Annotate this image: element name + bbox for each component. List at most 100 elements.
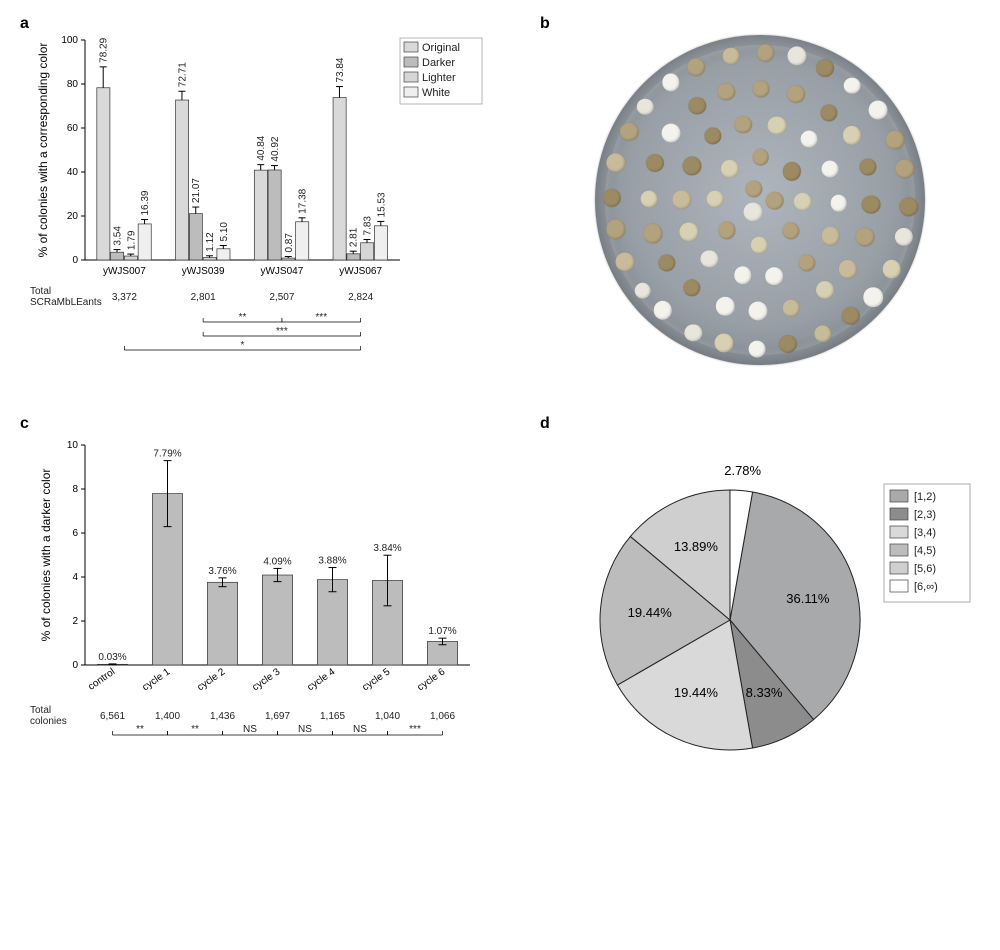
- category-label: cycle 4: [305, 666, 337, 693]
- colony: [886, 130, 905, 149]
- bar: [296, 222, 309, 260]
- colony: [640, 191, 657, 208]
- bar: [333, 98, 346, 260]
- totals-value: 2,801: [191, 292, 216, 303]
- pie-label: 13.89%: [674, 539, 719, 554]
- colony: [793, 192, 812, 211]
- legend-item: [1,2): [914, 491, 936, 503]
- colony: [882, 260, 901, 279]
- totals-label: Total: [30, 286, 51, 297]
- pie-label: 19.44%: [628, 605, 673, 620]
- svg-text:2: 2: [72, 616, 78, 627]
- bar: [203, 258, 216, 260]
- bar-value: 72.71: [177, 62, 188, 87]
- svg-text:0: 0: [72, 255, 78, 266]
- colony: [783, 300, 800, 317]
- svg-text:80: 80: [67, 79, 79, 90]
- significance-marker: **: [191, 724, 199, 735]
- bar-value: 3.54: [112, 226, 123, 246]
- colony: [643, 224, 662, 243]
- colony: [844, 77, 861, 94]
- legend-item: [6,∞): [914, 581, 938, 593]
- category-label: cycle 3: [250, 666, 282, 693]
- svg-text:60: 60: [67, 123, 79, 134]
- svg-text:40: 40: [67, 167, 79, 178]
- legend-item: White: [422, 87, 450, 99]
- petri-dish: [595, 35, 925, 365]
- svg-text:20: 20: [67, 211, 79, 222]
- panel-label-c: c: [20, 415, 29, 433]
- colony: [662, 123, 681, 142]
- totals-value: 1,165: [320, 711, 345, 722]
- totals-value: 1,436: [210, 711, 235, 722]
- bar-value: 3.84%: [373, 543, 401, 554]
- colony: [830, 195, 847, 212]
- colony: [821, 226, 840, 245]
- legend-item: Darker: [422, 57, 455, 69]
- colony: [743, 202, 762, 221]
- colony: [752, 149, 769, 166]
- bar: [347, 254, 360, 260]
- svg-text:10: 10: [67, 440, 79, 451]
- colony: [634, 282, 651, 299]
- pie-label: 36.11%: [786, 591, 830, 606]
- svg-text:4: 4: [72, 572, 78, 583]
- pie-label: 2.78%: [724, 463, 761, 478]
- colony: [753, 81, 770, 98]
- bar: [282, 258, 295, 260]
- category-label: cycle 6: [415, 666, 447, 693]
- svg-text:% of colonies with a darker co: % of colonies with a darker color: [39, 469, 53, 642]
- category-label: cycle 5: [360, 666, 392, 693]
- svg-text:% of colonies with a correspon: % of colonies with a corresponding color: [36, 43, 50, 258]
- bar-value: 4.09%: [263, 556, 291, 567]
- significance-marker: ***: [276, 326, 288, 337]
- totals-value: 6,561: [100, 711, 125, 722]
- bar: [124, 256, 137, 260]
- panel-label-b: b: [540, 15, 550, 33]
- bar-value: 40.92: [270, 136, 281, 161]
- totals-label: colonies: [30, 716, 67, 727]
- colony: [723, 47, 740, 64]
- colony: [787, 85, 805, 103]
- pie-label: 8.33%: [746, 685, 783, 700]
- bar-value: 15.53: [376, 192, 387, 217]
- bar-value: 0.03%: [98, 652, 126, 663]
- significance-marker: **: [239, 312, 247, 323]
- totals-value: 3,372: [112, 292, 137, 303]
- bar-value: 3.88%: [318, 556, 346, 567]
- bar-value: 40.84: [256, 135, 267, 160]
- colony: [751, 237, 768, 254]
- svg-text:8: 8: [72, 484, 78, 495]
- totals-label: SCRaMbLEants: [30, 297, 102, 308]
- colony: [861, 195, 880, 214]
- legend-item: [5,6): [914, 563, 936, 575]
- colony: [863, 288, 882, 307]
- panel-label-d: d: [540, 415, 550, 433]
- colony: [800, 131, 817, 148]
- colony: [688, 58, 706, 76]
- bar-chart-c: 0 2 4 6 8 10 % of colonies with a darker color…: [20, 420, 490, 790]
- significance-marker: NS: [243, 724, 257, 735]
- colony: [816, 281, 834, 299]
- totals-label: Total: [30, 705, 51, 716]
- colony: [748, 340, 765, 357]
- bar-value: 2.81: [349, 227, 360, 247]
- panel-b: b: [540, 20, 980, 380]
- bar: [262, 575, 292, 665]
- legend-item: [2,3): [914, 509, 936, 521]
- legend-item: [4,5): [914, 545, 936, 557]
- totals-value: 1,400: [155, 711, 180, 722]
- significance-marker: **: [136, 724, 144, 735]
- svg-text:6: 6: [72, 528, 78, 539]
- totals-value: 2,507: [269, 292, 294, 303]
- legend-item: Lighter: [422, 72, 456, 84]
- bar: [217, 249, 230, 260]
- group-label: yWJS039: [182, 266, 225, 277]
- bar-value: 73.84: [335, 57, 346, 82]
- significance-marker: NS: [353, 724, 367, 735]
- colony: [816, 59, 834, 77]
- svg-text:0: 0: [72, 660, 78, 671]
- category-label: cycle 1: [140, 666, 172, 693]
- bar: [176, 100, 189, 260]
- colony: [895, 228, 913, 246]
